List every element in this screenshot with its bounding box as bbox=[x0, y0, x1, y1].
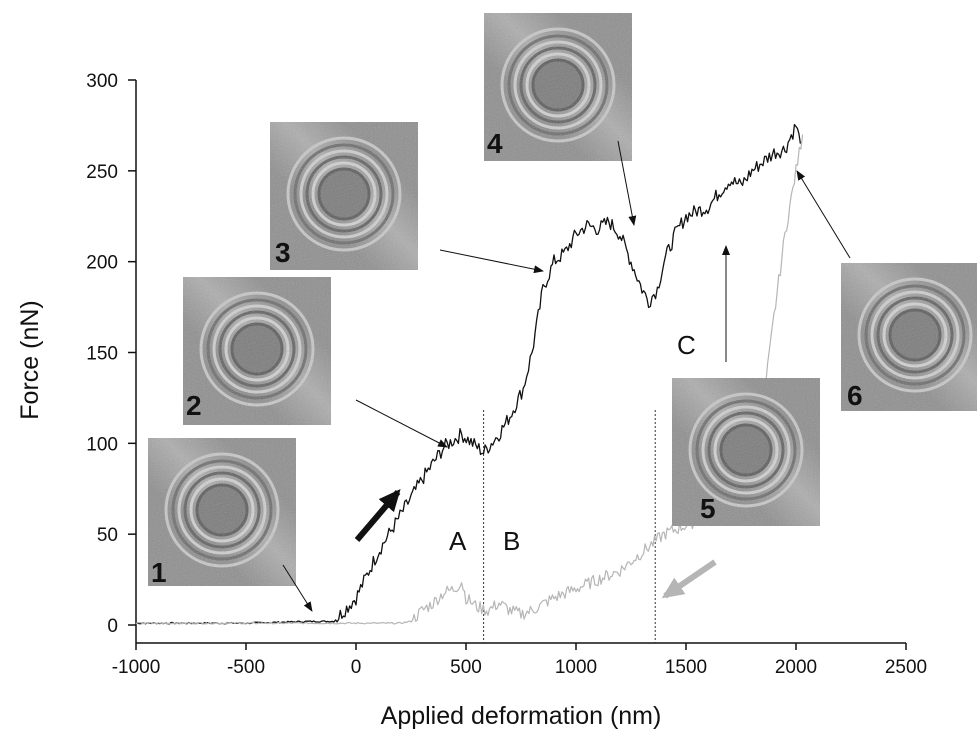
y-tick-label: 50 bbox=[97, 525, 118, 546]
pointer-arrows bbox=[282, 140, 851, 612]
x-axis-title: Applied deformation (nm) bbox=[381, 702, 662, 730]
region-label-c: C bbox=[677, 330, 696, 360]
inset-panel-4: 4 bbox=[484, 13, 632, 161]
pointer-arrow-1 bbox=[282, 564, 313, 612]
pointer-arrow-4 bbox=[617, 140, 637, 226]
y-tick-label: 150 bbox=[86, 344, 118, 365]
x-tick-label: 1500 bbox=[665, 657, 707, 678]
axes bbox=[135, 80, 906, 644]
y-tick-label: 200 bbox=[86, 253, 118, 274]
x-tick-label: -500 bbox=[227, 657, 265, 678]
x-tick-label: 500 bbox=[450, 657, 482, 678]
y-axis-title: Force (nN) bbox=[16, 300, 44, 419]
pointer-arrow-3 bbox=[439, 249, 544, 274]
panel-number-5: 5 bbox=[700, 493, 716, 524]
inset-panel-3: 3 bbox=[270, 122, 418, 270]
inset-panel-6: 6 bbox=[841, 263, 977, 411]
inset-panel-2: 2 bbox=[183, 277, 331, 425]
y-tick-label: 100 bbox=[86, 434, 118, 455]
x-tick-label: 2000 bbox=[775, 657, 817, 678]
inset-panel-5: 5 bbox=[672, 378, 820, 526]
panel-number-2: 2 bbox=[186, 390, 202, 421]
region-boundaries bbox=[483, 410, 656, 643]
x-tick-label: 2500 bbox=[885, 657, 927, 678]
panel-number-4: 4 bbox=[487, 128, 503, 159]
x-tick-label: 0 bbox=[351, 657, 362, 678]
unloading-direction-arrow bbox=[661, 559, 717, 599]
y-axis-ticks: 0 50 100 150 200 250 300 bbox=[86, 71, 136, 637]
y-tick-label: 0 bbox=[107, 616, 118, 637]
pointer-arrow-6 bbox=[796, 170, 851, 259]
pointer-arrow-2 bbox=[355, 399, 448, 448]
x-tick-label: -1000 bbox=[112, 657, 161, 678]
x-tick-label: 1000 bbox=[555, 657, 597, 678]
panel-number-1: 1 bbox=[151, 557, 167, 588]
panel-number-6: 6 bbox=[847, 380, 863, 411]
region-label-b: B bbox=[503, 526, 520, 556]
inset-panel-1: 1 bbox=[148, 438, 296, 588]
loading-direction-arrow bbox=[354, 488, 401, 542]
y-tick-label: 300 bbox=[86, 71, 118, 92]
region-label-a: A bbox=[449, 526, 467, 556]
y-tick-label: 250 bbox=[86, 162, 118, 183]
x-axis-ticks: -1000 -500 0 500 1000 1500 2000 2500 bbox=[112, 643, 927, 678]
panel-number-3: 3 bbox=[275, 237, 291, 268]
